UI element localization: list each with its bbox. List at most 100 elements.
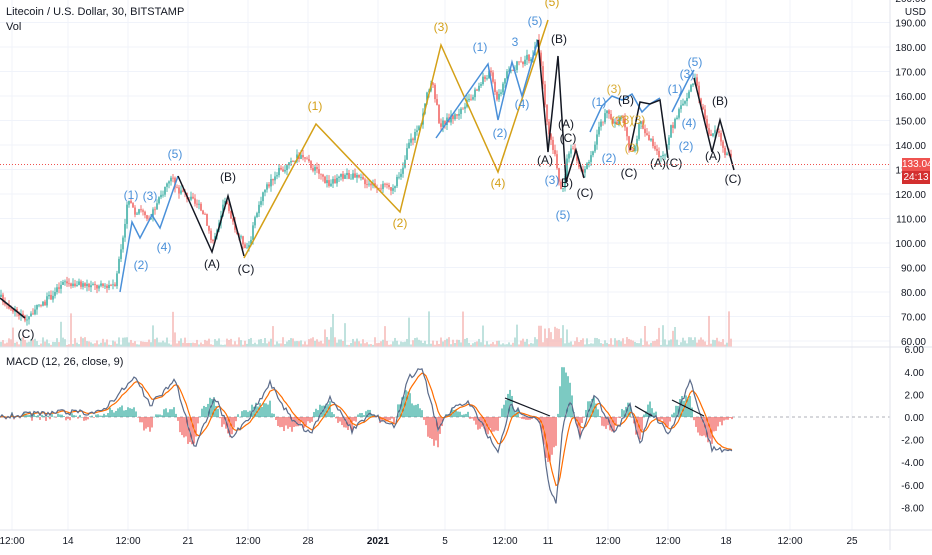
macd-histogram-bar <box>433 417 435 446</box>
candle-body <box>270 178 272 187</box>
bar-countdown-tag: 24:13 <box>902 171 930 184</box>
volume-bar <box>42 337 44 347</box>
macd-histogram-bar <box>603 417 605 427</box>
candle-body <box>726 153 728 156</box>
volume-bar <box>482 325 484 347</box>
macd-histogram-bar <box>323 405 325 417</box>
time-tick-label: 18 <box>720 536 732 547</box>
macd-histogram-bar <box>505 400 507 417</box>
macd-histogram-bar <box>473 417 475 421</box>
candle-body <box>196 203 198 205</box>
candle-body <box>28 316 30 320</box>
volume-bar <box>674 326 676 347</box>
candle-body <box>350 178 352 180</box>
candle-body <box>304 157 306 159</box>
candle-body <box>88 283 90 288</box>
candle-body <box>400 173 402 177</box>
candle-body <box>278 167 280 176</box>
candle-body <box>378 188 380 189</box>
volume-bar <box>698 339 700 347</box>
macd-histogram-bar <box>271 413 273 417</box>
volume-bar <box>656 339 658 347</box>
candle-body <box>260 201 262 205</box>
volume-bar <box>234 341 236 347</box>
macd-histogram-bar <box>593 395 595 417</box>
candle-body <box>556 154 558 169</box>
candle-body <box>52 295 54 300</box>
macd-histogram-bar <box>585 409 587 417</box>
volume-bar <box>700 337 702 347</box>
candle-body <box>244 244 246 248</box>
volume-bar <box>296 341 298 347</box>
volume-bar <box>94 343 96 347</box>
macd-histogram-bar <box>77 417 79 419</box>
volume-bar <box>246 343 248 347</box>
volume-bar <box>74 338 76 347</box>
candle-body <box>658 150 660 157</box>
macd-tick-label: -4.00 <box>901 458 924 469</box>
candle-body <box>30 313 32 317</box>
volume-bar <box>328 339 330 347</box>
macd-histogram-bar <box>495 417 497 431</box>
macd-histogram-bar <box>157 414 159 417</box>
candle-body <box>24 315 26 321</box>
volume-bar <box>582 338 584 347</box>
macd-histogram-bar <box>421 410 423 417</box>
symbol-title[interactable]: Litecoin / U.S. Dollar, 30, BITSTAMP <box>6 6 185 18</box>
candle-body <box>616 121 618 125</box>
macd-histogram-bar <box>453 409 455 417</box>
candle-body <box>678 109 680 118</box>
volume-bar <box>490 343 492 347</box>
volume-bar <box>148 339 150 347</box>
candle-body <box>4 302 6 305</box>
wave-label: (C) <box>725 172 742 186</box>
candle-body <box>480 84 482 86</box>
volume-bar <box>116 343 118 347</box>
macd-histogram-bar <box>247 411 249 417</box>
macd-histogram-bar <box>191 417 193 445</box>
macd-histogram-bar <box>511 395 513 417</box>
volume-bar <box>416 337 418 347</box>
volume-bar <box>22 337 24 347</box>
volume-bar <box>618 339 620 347</box>
volume-bar <box>212 344 214 347</box>
volume-bar <box>290 338 292 347</box>
macd-label[interactable]: MACD (12, 26, close, 9) <box>6 356 124 368</box>
macd-histogram-bar <box>303 417 305 428</box>
macd-histogram-bar <box>417 403 419 417</box>
volume-bar <box>352 338 354 347</box>
volume-bar <box>228 339 230 347</box>
volume-bar <box>44 341 46 347</box>
time-tick-label: 12:00 <box>595 536 620 547</box>
macd-histogram-bar <box>259 403 261 417</box>
time-tick-label: 25 <box>846 536 858 547</box>
macd-histogram-bar <box>29 414 31 417</box>
macd-histogram-bar <box>267 404 269 417</box>
macd-histogram-bar <box>221 417 223 427</box>
candle-body <box>0 294 2 297</box>
volume-bar <box>84 337 86 347</box>
candle-body <box>44 301 46 306</box>
price-tick-label: 100.00 <box>895 239 926 250</box>
volume-bar <box>486 341 488 347</box>
candle-body <box>268 184 270 187</box>
candle-body <box>454 114 456 120</box>
volume-label[interactable]: Vol <box>6 21 22 33</box>
volume-bar <box>204 339 206 347</box>
volume-bar <box>580 339 582 347</box>
candle-body <box>190 196 192 200</box>
volume-bar <box>206 340 208 347</box>
macd-divergence-line <box>671 399 705 417</box>
macd-histogram-bar <box>567 376 569 417</box>
volume-bar <box>570 341 572 347</box>
volume-bar <box>624 343 626 347</box>
volume-bar <box>260 339 262 347</box>
macd-histogram-bar <box>305 417 307 426</box>
volume-bar <box>46 339 48 347</box>
candle-body <box>708 128 710 134</box>
macd-histogram-bar <box>185 417 187 437</box>
macd-histogram-bar <box>597 409 599 417</box>
candle-body <box>496 92 498 100</box>
